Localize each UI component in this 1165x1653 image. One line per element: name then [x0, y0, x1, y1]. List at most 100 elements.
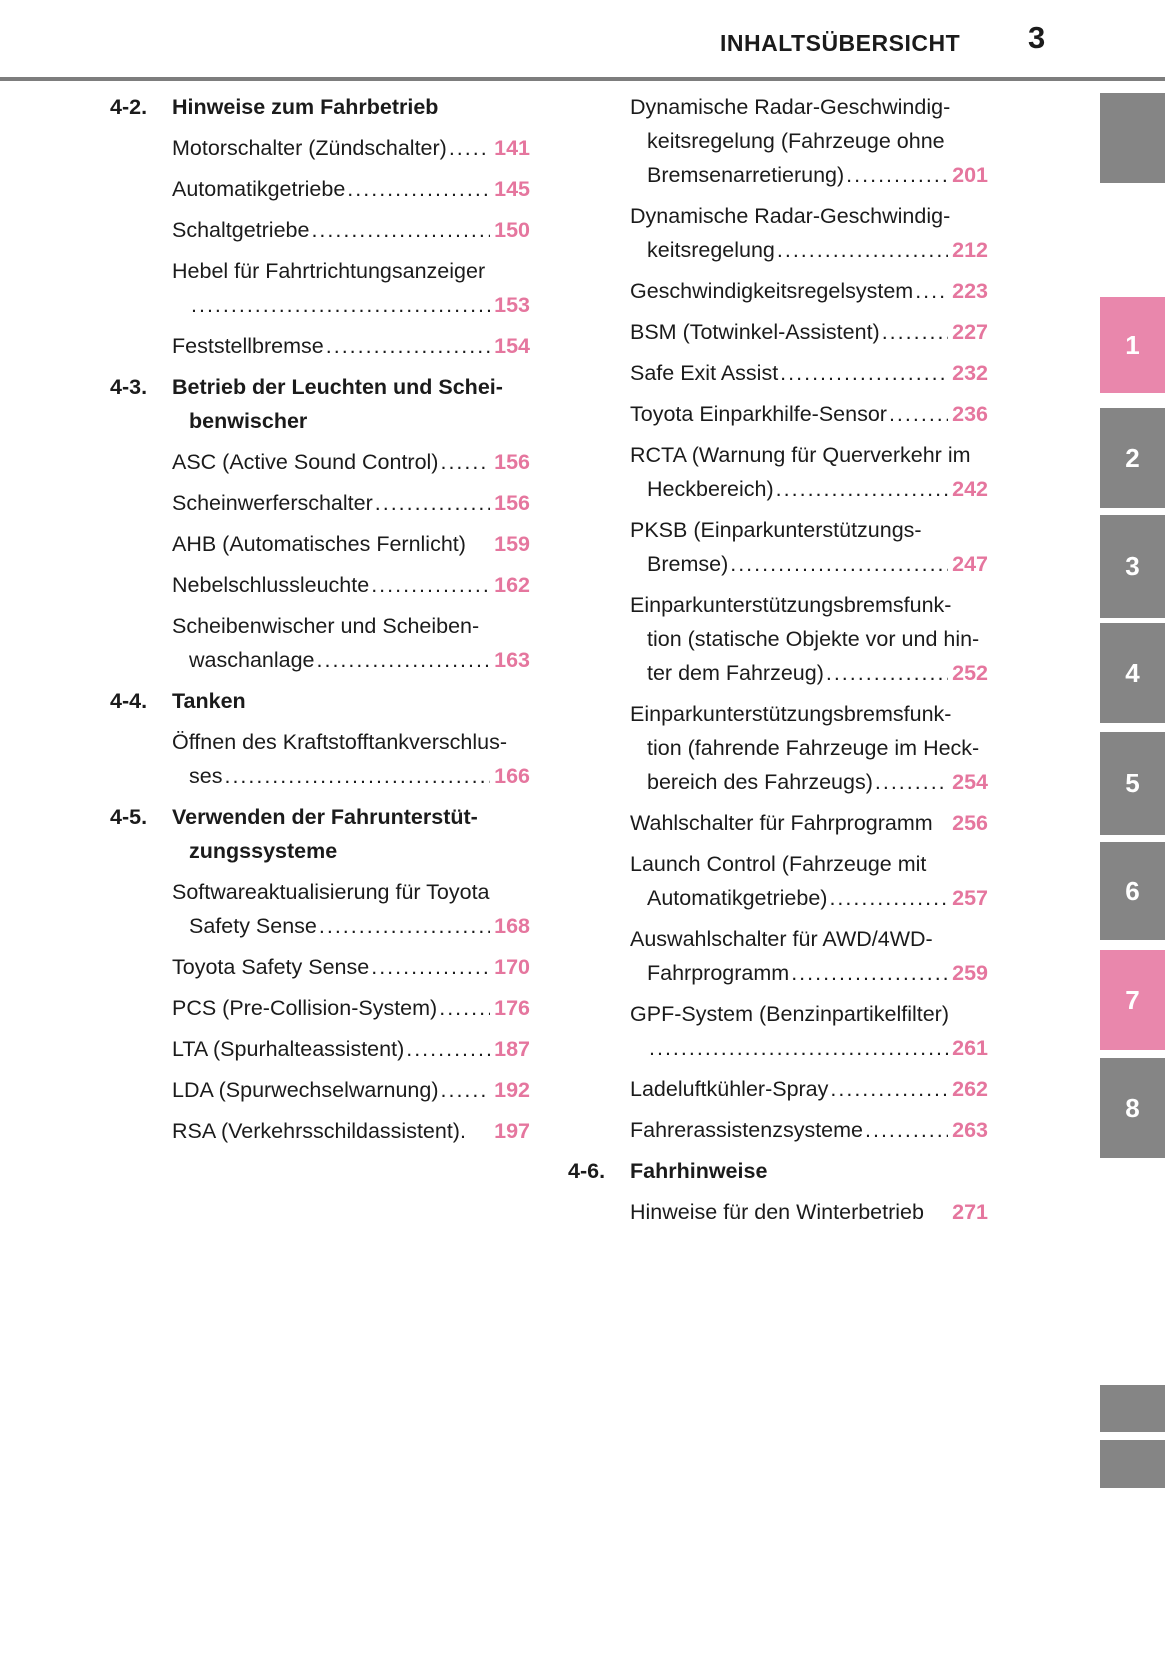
toc-page-number: 271: [952, 1200, 988, 1224]
toc-page-number: 166: [494, 764, 530, 788]
dot-leader: [846, 158, 948, 192]
toc-page-number: 212: [952, 238, 988, 262]
toc-entry: Geschwindigkeitsregelsystem 223: [630, 274, 988, 308]
toc-line: PCS (Pre-Collision-System) 176: [172, 991, 530, 1025]
toc-page-number: 242: [952, 477, 988, 501]
toc-section-number: 4-5.: [110, 805, 148, 829]
toc-page-number: 176: [494, 996, 530, 1020]
toc-entry: Dynamische Radar-Geschwindig-keitsregelu…: [630, 199, 988, 267]
toc-line: Fahrprogramm 259: [630, 956, 988, 990]
toc-entry-label: Öffnen des Kraftstofftankverschlus-: [172, 730, 508, 754]
toc-entry: Dynamische Radar-Geschwindig-keitsregelu…: [630, 90, 988, 192]
toc-line: Öffnen des Kraftstofftankverschlus-: [172, 725, 530, 759]
toc-entry: RSA (Verkehrsschildassistent). 197: [172, 1114, 530, 1148]
dot-leader: [829, 881, 948, 915]
toc-section-number: 4-4.: [110, 689, 148, 713]
toc-entry-label: PKSB (Einparkunterstützungs-: [630, 518, 922, 542]
toc-entry: PKSB (Einparkunterstützungs- Bremse) 247: [630, 513, 988, 581]
side-tab-6: 6: [1100, 842, 1165, 940]
toc-entry-label: Heckbereich): [647, 477, 774, 501]
toc-line: LDA (Spurwechselwarnung) 192: [172, 1073, 530, 1107]
toc-line: ASC (Active Sound Control) 156: [172, 445, 530, 479]
toc-entry-label: GPF-System (Benzinpartikelfilter): [630, 1002, 949, 1026]
toc-entry: Einparkunterstützungsbremsfunk-tion (fah…: [630, 697, 988, 799]
toc-section-number: 4-2.: [110, 95, 148, 119]
dot-leader: [882, 315, 948, 349]
toc-entry: Feststellbremse 154: [172, 329, 530, 363]
toc-page-number: 168: [494, 914, 530, 938]
toc-page-number: 192: [494, 1078, 530, 1102]
toc-line: Dynamische Radar-Geschwindig-: [630, 90, 988, 124]
toc-entry-label: BSM (Totwinkel-Assistent): [630, 320, 880, 344]
toc-column-right: Dynamische Radar-Geschwindig-keitsregelu…: [568, 90, 988, 1236]
dot-leader: [826, 656, 948, 690]
toc-entry-label: tion (fahrende Fahrzeuge im Heck-: [647, 736, 980, 760]
toc-page-number: 141: [494, 136, 530, 160]
toc-page-number: 163: [494, 648, 530, 672]
toc-entry-label: Hinweise für den Winterbetrieb: [630, 1200, 924, 1224]
toc-line: Automatikgetriebe) 257: [630, 881, 988, 915]
toc-line: Toyota Einparkhilfe-Sensor 236: [630, 397, 988, 431]
dot-leader: [776, 472, 948, 506]
dot-leader: [915, 274, 948, 308]
toc-entry-label: Dynamische Radar-Geschwindig-: [630, 204, 951, 228]
side-tab-3: 3: [1100, 515, 1165, 618]
page-number: 3: [1028, 20, 1046, 55]
toc-line: Fahrhinweise: [630, 1154, 988, 1188]
toc-entry: Scheibenwischer und Scheiben-waschanlage…: [172, 609, 530, 677]
side-tab-blank: [1100, 93, 1165, 183]
side-tab-blank: [1100, 1385, 1165, 1432]
toc-line: Fahrerassistenzsysteme 263: [630, 1113, 988, 1147]
toc-entry-label: Nebelschlussleuchte: [172, 573, 370, 597]
toc-line: tion (statische Objekte vor und hin-: [630, 622, 988, 656]
toc-line: keitsregelung 212: [630, 233, 988, 267]
toc-entry-label: ter dem Fahrzeug): [647, 661, 824, 685]
toc-section-heading: 4-5. Verwenden der Fahrunterstüt-zungssys…: [110, 800, 530, 868]
toc-entry-label: Automatikgetriebe): [647, 886, 828, 910]
toc-entry-label: Toyota Safety Sense: [172, 955, 370, 979]
toc-page-number: 259: [952, 961, 988, 985]
dot-leader: [889, 397, 948, 431]
toc-entry-label: PCS (Pre-Collision-System): [172, 996, 438, 1020]
toc-entry-label: Bremsenarretierung): [647, 163, 845, 187]
toc-page-number: 197: [494, 1119, 530, 1143]
toc-line: Einparkunterstützungsbremsfunk-: [630, 697, 988, 731]
toc-line: Heckbereich) 242: [630, 472, 988, 506]
toc-line: Nebelschlussleuchte 162: [172, 568, 530, 602]
toc-section-heading: 4-4. Tanken: [110, 684, 530, 718]
toc-entry: AHB (Automatisches Fernlicht) 159: [172, 527, 530, 561]
toc-line: ter dem Fahrzeug) 252: [630, 656, 988, 690]
dot-leader: [780, 356, 948, 390]
toc-entry-label: ses: [189, 764, 223, 788]
dot-leader: [371, 950, 490, 984]
toc-page-number: 159: [494, 532, 530, 556]
toc-entry-label: Einparkunterstützungsbremsfunk-: [630, 593, 952, 617]
toc-line: Tanken: [172, 684, 530, 718]
side-tab-blank: [1100, 1440, 1165, 1488]
toc-line: benwischer: [172, 404, 530, 438]
toc-entry-label: Automatikgetriebe: [172, 177, 346, 201]
toc-page-number: 247: [952, 552, 988, 576]
toc-entry-label: Wahlschalter für Fahrprogramm: [630, 811, 933, 835]
dot-leader: [317, 643, 491, 677]
toc-entry-label: keitsregelung: [647, 238, 775, 262]
dot-leader: [439, 991, 490, 1025]
dot-leader: [730, 547, 948, 581]
toc-line: Wahlschalter für Fahrprogramm 256: [630, 806, 988, 840]
toc-line: Schaltgetriebe 150: [172, 213, 530, 247]
toc-entry-label: Betrieb der Leuchten und Schei-: [172, 375, 503, 399]
toc-line: Safety Sense 168: [172, 909, 530, 943]
toc-section-heading: 4-2. Hinweise zum Fahrbetrieb: [110, 90, 530, 124]
toc-line: AHB (Automatisches Fernlicht) 159: [172, 527, 530, 561]
toc-section-heading: 4-3. Betrieb der Leuchten und Schei-benwi…: [110, 370, 530, 438]
dot-leader: [375, 486, 490, 520]
toc-entry-label: Schaltgetriebe: [172, 218, 310, 242]
toc-entry-label: ASC (Active Sound Control): [172, 450, 439, 474]
toc-page-number: 262: [952, 1077, 988, 1101]
toc-entry: Einparkunterstützungsbremsfunk-tion (sta…: [630, 588, 988, 690]
dot-leader: [224, 759, 490, 793]
toc-page-number: 156: [494, 450, 530, 474]
toc-entry: Fahrerassistenzsysteme 263: [630, 1113, 988, 1147]
toc-entry-label: Geschwindigkeitsregelsystem: [630, 279, 914, 303]
side-tab-8: 8: [1100, 1058, 1165, 1158]
